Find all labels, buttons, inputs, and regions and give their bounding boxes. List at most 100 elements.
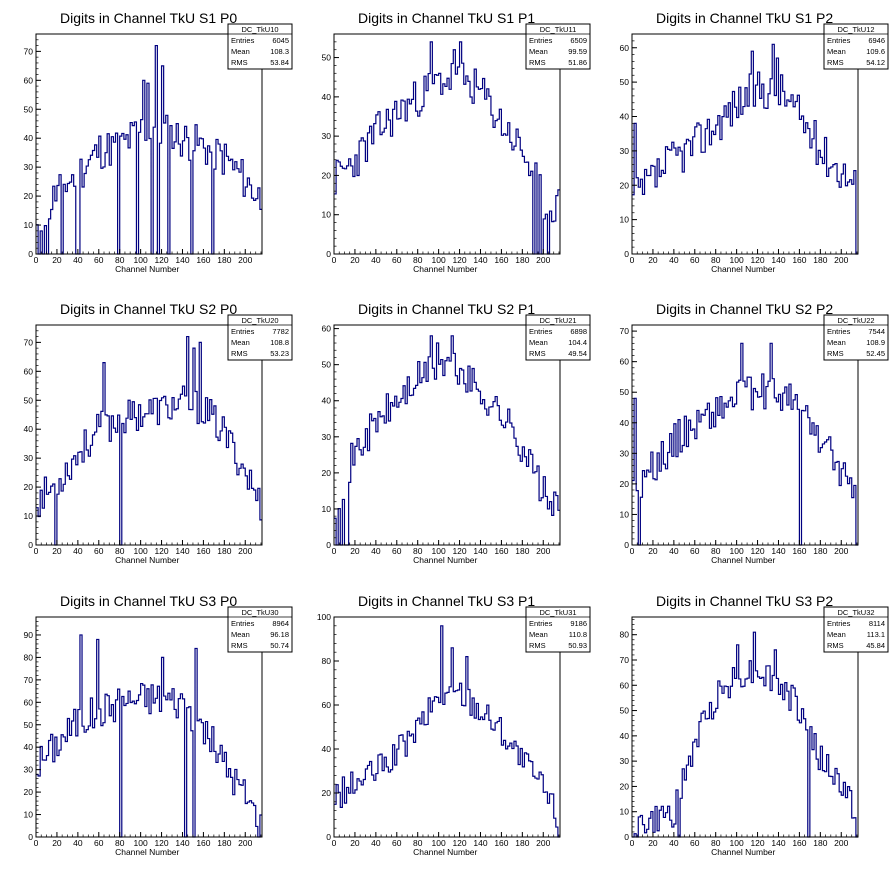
y-tick-label: 60 [322, 324, 332, 334]
x-tick-label: 160 [792, 255, 806, 265]
y-tick-label: 0 [624, 249, 629, 259]
x-tick-label: 140 [473, 546, 487, 556]
y-tick-label: 0 [28, 832, 33, 842]
y-tick-label: 30 [620, 448, 630, 458]
stats-value-mean: 99.59 [568, 47, 587, 56]
stats-name: DC_TkU32 [837, 608, 874, 617]
stats-label-entries: Entries [231, 327, 255, 336]
x-tick-label: 140 [175, 546, 189, 556]
x-tick-label: 100 [134, 255, 148, 265]
x-tick-label: 80 [115, 838, 125, 848]
stats-label-entries: Entries [827, 619, 851, 628]
x-tick-label: 180 [217, 546, 231, 556]
x-tick-label: 160 [494, 255, 508, 265]
x-tick-label: 100 [432, 546, 446, 556]
stats-value-mean: 113.1 [867, 630, 885, 639]
x-axis-label: Channel Number [115, 264, 179, 274]
y-tick-label: 10 [620, 509, 630, 519]
stats-label-entries: Entries [827, 327, 851, 336]
y-tick-label: 0 [28, 540, 33, 550]
y-tick-label: 50 [24, 720, 34, 730]
y-tick-label: 20 [24, 191, 34, 201]
x-tick-label: 20 [350, 255, 360, 265]
stats-label-mean: Mean [231, 47, 250, 56]
y-tick-label: 50 [24, 395, 34, 405]
x-tick-label: 160 [196, 255, 210, 265]
stats-value-entries: 6898 [570, 327, 587, 336]
x-tick-label: 120 [452, 838, 466, 848]
stats-box-frame [227, 606, 293, 653]
chart-panel-2: Digits in Channel TkU S1 P1 0 10 20 30 40 50 0 2… [322, 10, 591, 274]
y-tick-label: 30 [620, 756, 630, 766]
x-tick-label: 120 [154, 838, 168, 848]
stats-label-rms: RMS [827, 641, 844, 650]
x-tick-label: 180 [813, 255, 827, 265]
x-tick-label: 60 [94, 838, 104, 848]
x-tick-label: 200 [238, 838, 252, 848]
chart-panel-6: Digits in Channel TkU S2 P2 0 10 20 30 40 50 60… [620, 301, 889, 565]
x-tick-label: 200 [834, 838, 848, 848]
stats-label-mean: Mean [529, 338, 548, 347]
stats-value-rms: 50.74 [270, 641, 289, 650]
x-tick-label: 80 [115, 546, 125, 556]
stats-label-entries: Entries [529, 619, 553, 628]
histogram-series [632, 342, 858, 546]
x-tick-label: 40 [669, 255, 679, 265]
y-tick-label: 70 [24, 46, 34, 56]
stats-value-rms: 53.84 [270, 58, 289, 67]
stats-value-mean: 108.8 [270, 338, 289, 347]
x-tick-label: 80 [115, 255, 125, 265]
y-tick-label: 10 [24, 810, 34, 820]
stats-label-rms: RMS [231, 349, 248, 358]
y-tick-label: 60 [24, 366, 34, 376]
chart-panel-3: Digits in Channel TkU S1 P2 0 10 20 30 40 50 60… [620, 10, 889, 274]
x-tick-label: 180 [217, 255, 231, 265]
x-tick-label: 60 [392, 546, 402, 556]
stats-name: DC_TkU30 [241, 608, 278, 617]
stats-name: DC_TkU11 [540, 25, 577, 34]
y-tick-label: 50 [620, 77, 630, 87]
x-tick-label: 180 [217, 838, 231, 848]
stats-value-mean: 110.8 [569, 630, 587, 639]
y-tick-label: 50 [620, 706, 630, 716]
y-tick-label: 20 [620, 781, 630, 791]
x-axis-label: Channel Number [413, 555, 477, 565]
x-tick-label: 80 [711, 255, 721, 265]
y-tick-label: 30 [620, 146, 630, 156]
x-tick-label: 80 [413, 838, 423, 848]
x-tick-label: 120 [452, 546, 466, 556]
chart-panel-8: Digits in Channel TkU S3 P1 0 20 40 60 80 100 0… [317, 593, 591, 857]
x-tick-label: 180 [813, 546, 827, 556]
stats-label-mean: Mean [827, 338, 846, 347]
y-tick-label: 40 [620, 112, 630, 122]
stats-box: DC_TkU21 Entries 6898 Mean 104.4 RMS 49.54 [525, 314, 591, 361]
histogram-series [334, 625, 560, 838]
x-tick-label: 60 [690, 546, 700, 556]
x-tick-label: 20 [648, 838, 658, 848]
stats-value-rms: 51.86 [568, 58, 587, 67]
stats-box: DC_TkU32 Entries 8114 Mean 113.1 RMS 45.84 [823, 606, 889, 653]
x-tick-label: 60 [690, 838, 700, 848]
x-tick-label: 20 [350, 838, 360, 848]
x-tick-label: 60 [392, 838, 402, 848]
x-tick-label: 140 [175, 838, 189, 848]
stats-label-mean: Mean [231, 630, 250, 639]
stats-label-rms: RMS [529, 58, 546, 67]
histogram-series [632, 43, 858, 255]
y-tick-label: 80 [24, 652, 34, 662]
stats-label-mean: Mean [529, 630, 548, 639]
y-tick-label: 30 [24, 765, 34, 775]
stats-value-rms: 52.45 [866, 349, 885, 358]
x-tick-label: 180 [515, 255, 529, 265]
y-tick-label: 40 [322, 744, 332, 754]
x-tick-label: 80 [413, 255, 423, 265]
x-tick-label: 0 [630, 838, 635, 848]
stats-value-mean: 109.6 [866, 47, 885, 56]
y-tick-label: 40 [620, 418, 630, 428]
stats-value-entries: 7782 [272, 327, 289, 336]
y-tick-label: 100 [317, 612, 331, 622]
chart-panel-9: Digits in Channel TkU S3 P2 0 10 20 30 40 50 60… [620, 593, 889, 857]
x-tick-label: 140 [771, 838, 785, 848]
stats-value-entries: 8114 [869, 619, 885, 628]
x-axis-label: Channel Number [115, 847, 179, 857]
